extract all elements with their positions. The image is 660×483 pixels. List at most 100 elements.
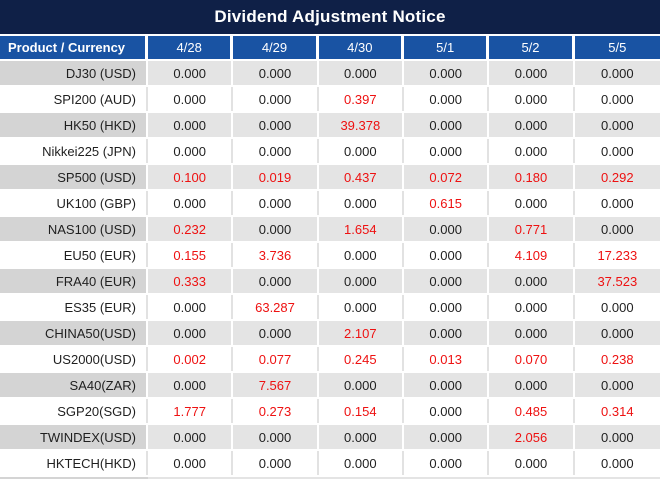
value-cell: 0.485 [489,399,575,423]
product-cell: SP500 (USD) [0,165,148,189]
value-cell: 0.292 [574,165,660,189]
column-header-date-5: 5/2 [489,36,575,59]
bottom-partial-row [0,477,660,479]
value-cell: 0.000 [148,191,234,215]
value-cell: 0.000 [489,321,575,345]
column-header-date-4: 5/1 [404,36,490,59]
value-cell: 0.000 [148,87,234,111]
product-cell: US2000(USD) [0,347,148,371]
value-cell: 0.000 [489,269,575,293]
value-cell: 0.615 [404,191,490,215]
value-cell: 0.000 [233,269,319,293]
value-cell: 0.000 [319,191,404,215]
table-row: HK50 (HKD) 0.000 0.000 39.378 0.000 0.00… [0,113,660,139]
product-cell: ES35 (EUR) [0,295,148,319]
value-cell: 0.000 [148,295,234,319]
value-cell: 37.523 [574,269,660,293]
bottom-partial-values [148,477,660,479]
column-header-date-1: 4/28 [148,36,234,59]
value-cell: 0.000 [489,61,575,85]
value-cell: 0.019 [233,165,319,189]
table-row: FRA40 (EUR) 0.333 0.000 0.000 0.000 0.00… [0,269,660,295]
value-cell: 0.154 [319,399,404,423]
value-cell: 0.000 [404,61,490,85]
value-cell: 0.000 [489,87,575,111]
value-cell: 0.000 [404,113,490,137]
value-cell: 0.000 [574,373,660,397]
value-cell: 0.000 [233,321,319,345]
column-header-date-3: 4/30 [318,36,404,59]
value-cell: 0.000 [489,113,575,137]
value-cell: 0.273 [233,399,319,423]
value-cell: 0.314 [601,403,634,419]
value-cell: 0.000 [233,191,319,215]
value-cell: 0.000 [148,451,234,475]
value-cell: 0.000 [148,61,234,85]
product-cell: TWINDEX(USD) [0,425,148,449]
product-cell: CHINA50(USD) [0,321,148,345]
value-cell: 0.245 [319,347,404,371]
value-cell: 3.736 [233,243,319,267]
value-cell: 0.000 [318,61,404,85]
value-cell: 0.232 [148,217,234,241]
table-row: NAS100 (USD) 0.232 0.000 1.654 0.000 0.7… [0,217,660,243]
value-cell: 0.000 [319,295,404,319]
value-cell: 0.000 [601,299,634,315]
table-row: CHINA50(USD) 0.000 0.000 2.107 0.000 0.0… [0,321,660,347]
column-header-date-2: 4/29 [233,36,319,59]
value-cell: 63.287 [233,295,319,319]
product-cell: Nikkei225 (JPN) [0,139,148,163]
value-cell: 0.000 [574,113,660,137]
table-body: DJ30 (USD) 0.000 0.000 0.000 0.000 0.000… [0,61,660,477]
value-cell: 0.000 [318,425,404,449]
product-cell: SA40(ZAR) [0,373,148,397]
value-cell: 0.333 [148,269,234,293]
value-cell: 0.000 [601,91,634,107]
value-cell: 0.000 [148,425,234,449]
table-row: SGP20(SGD) 1.777 0.273 0.154 0.000 0.485… [0,399,660,425]
value-cell: 0.000 [574,425,660,449]
value-cell: 0.397 [319,87,404,111]
value-cell: 0.000 [404,87,490,111]
value-cell: 0.000 [233,217,319,241]
value-cell: 0.000 [574,217,660,241]
value-cell: 0.000 [601,143,634,159]
table-header-row: Product / Currency 4/28 4/29 4/30 5/1 5/… [0,36,660,61]
product-cell: UK100 (GBP) [0,191,148,215]
product-cell: HK50 (HKD) [0,113,148,137]
product-cell: SPI200 (AUD) [0,87,148,111]
value-cell: 0.000 [404,139,490,163]
value-cell: 0.000 [319,243,404,267]
value-cell: 2.107 [318,321,404,345]
value-cell: 4.109 [489,243,575,267]
value-cell: 0.000 [404,425,490,449]
value-cell: 0.000 [404,217,490,241]
value-cell: 1.654 [318,217,404,241]
value-cell: 0.077 [233,347,319,371]
value-cell: 0.000 [574,61,660,85]
value-cell: 0.000 [404,399,490,423]
value-cell: 0.238 [601,351,634,367]
value-cell: 0.000 [489,139,575,163]
value-cell: 0.000 [233,425,319,449]
table-row: EU50 (EUR) 0.155 3.736 0.000 0.000 4.109… [0,243,660,269]
value-cell: 0.000 [601,195,634,211]
value-cell: 0.000 [148,321,234,345]
value-cell: 0.771 [489,217,575,241]
value-cell: 0.000 [233,451,319,475]
table-row: SA40(ZAR) 0.000 7.567 0.000 0.000 0.000 … [0,373,660,399]
value-cell: 0.437 [318,165,404,189]
value-cell: 0.000 [489,451,575,475]
value-cell: 0.000 [233,113,319,137]
value-cell: 0.000 [404,295,490,319]
value-cell: 0.072 [404,165,490,189]
value-cell: 0.000 [319,451,404,475]
value-cell: 0.000 [489,373,575,397]
value-cell: 0.000 [574,321,660,345]
table-row: SP500 (USD) 0.100 0.019 0.437 0.072 0.18… [0,165,660,191]
value-cell: 0.100 [148,165,234,189]
page-title: Dividend Adjustment Notice [214,7,446,26]
value-cell: 0.070 [489,347,575,371]
value-cell: 39.378 [318,113,404,137]
